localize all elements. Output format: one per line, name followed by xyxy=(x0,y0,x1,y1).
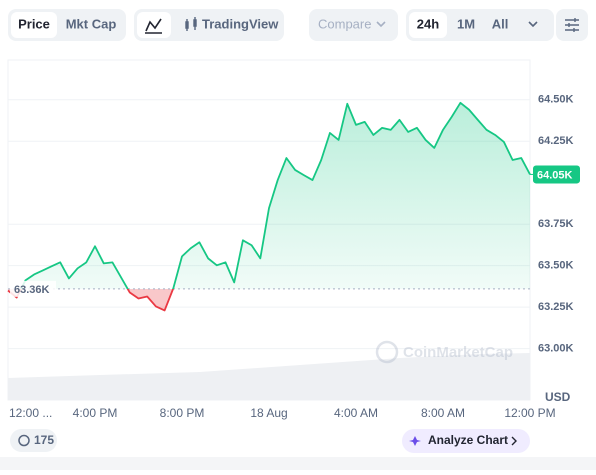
volume-bars xyxy=(8,353,530,400)
analyze-chevron xyxy=(511,436,517,446)
bottom-tabs xyxy=(0,457,596,470)
price-line xyxy=(7,101,531,312)
area-fill xyxy=(8,102,530,311)
range-1m[interactable]: 1M xyxy=(457,16,475,31)
y-tick-label: 63.75K xyxy=(538,218,574,230)
range-all[interactable]: All xyxy=(492,16,509,31)
line-chart-icon xyxy=(145,18,162,34)
chart-style-toggle xyxy=(134,9,284,41)
baseline-label-bg xyxy=(10,280,56,297)
x-tick-label: 4:00 AM xyxy=(334,406,378,420)
y-unit: USD xyxy=(545,390,571,404)
x-tick-label: 8:00 AM xyxy=(421,406,465,420)
x-tick-label: 4:00 PM xyxy=(73,406,118,420)
x-tick-label: 18 Aug xyxy=(250,406,287,420)
analyze-label: Analyze Chart xyxy=(428,433,508,447)
price-tab-bg xyxy=(11,12,57,38)
alert-badge[interactable] xyxy=(10,429,57,452)
y-tick-label: 64.50K xyxy=(538,94,574,106)
y-tick-label: 63.25K xyxy=(538,301,574,313)
x-tick-label: 12:00 ... xyxy=(9,406,52,420)
settings-icon xyxy=(565,18,579,32)
candle-icon xyxy=(185,17,197,31)
x-tick-label: 8:00 PM xyxy=(160,406,205,420)
compare-dropdown[interactable]: Compare xyxy=(318,16,371,31)
line-chart-button[interactable] xyxy=(137,12,171,38)
clock-icon xyxy=(18,434,30,447)
y-tick-label: 64.25K xyxy=(538,135,574,147)
range-24h-bg xyxy=(409,12,447,38)
compare-dropdown-bg xyxy=(309,9,398,41)
last-price-badge xyxy=(533,165,580,184)
analyze-button[interactable] xyxy=(402,429,530,453)
last-price-label: 64.05K xyxy=(537,169,573,181)
y-tick-label: 63.50K xyxy=(538,260,574,272)
range-24h[interactable]: 24h xyxy=(417,16,439,31)
watermark: CoinMarketCap xyxy=(375,340,513,364)
range-more[interactable] xyxy=(528,21,538,28)
watermark-text: CoinMarketCap xyxy=(403,344,513,361)
y-tick-label: 63.00K xyxy=(538,342,574,354)
chevron xyxy=(376,21,386,28)
tradingview-button[interactable]: TradingView xyxy=(202,16,279,31)
price-tab[interactable]: Price xyxy=(18,16,50,31)
x-tick-label: 12:00 PM xyxy=(504,406,555,420)
baseline-label: 63.36K xyxy=(14,284,50,296)
mkt-cap-tab[interactable]: Mkt Cap xyxy=(66,16,117,31)
alert-count: 175 xyxy=(34,433,54,447)
sparkle-icon xyxy=(409,436,421,446)
